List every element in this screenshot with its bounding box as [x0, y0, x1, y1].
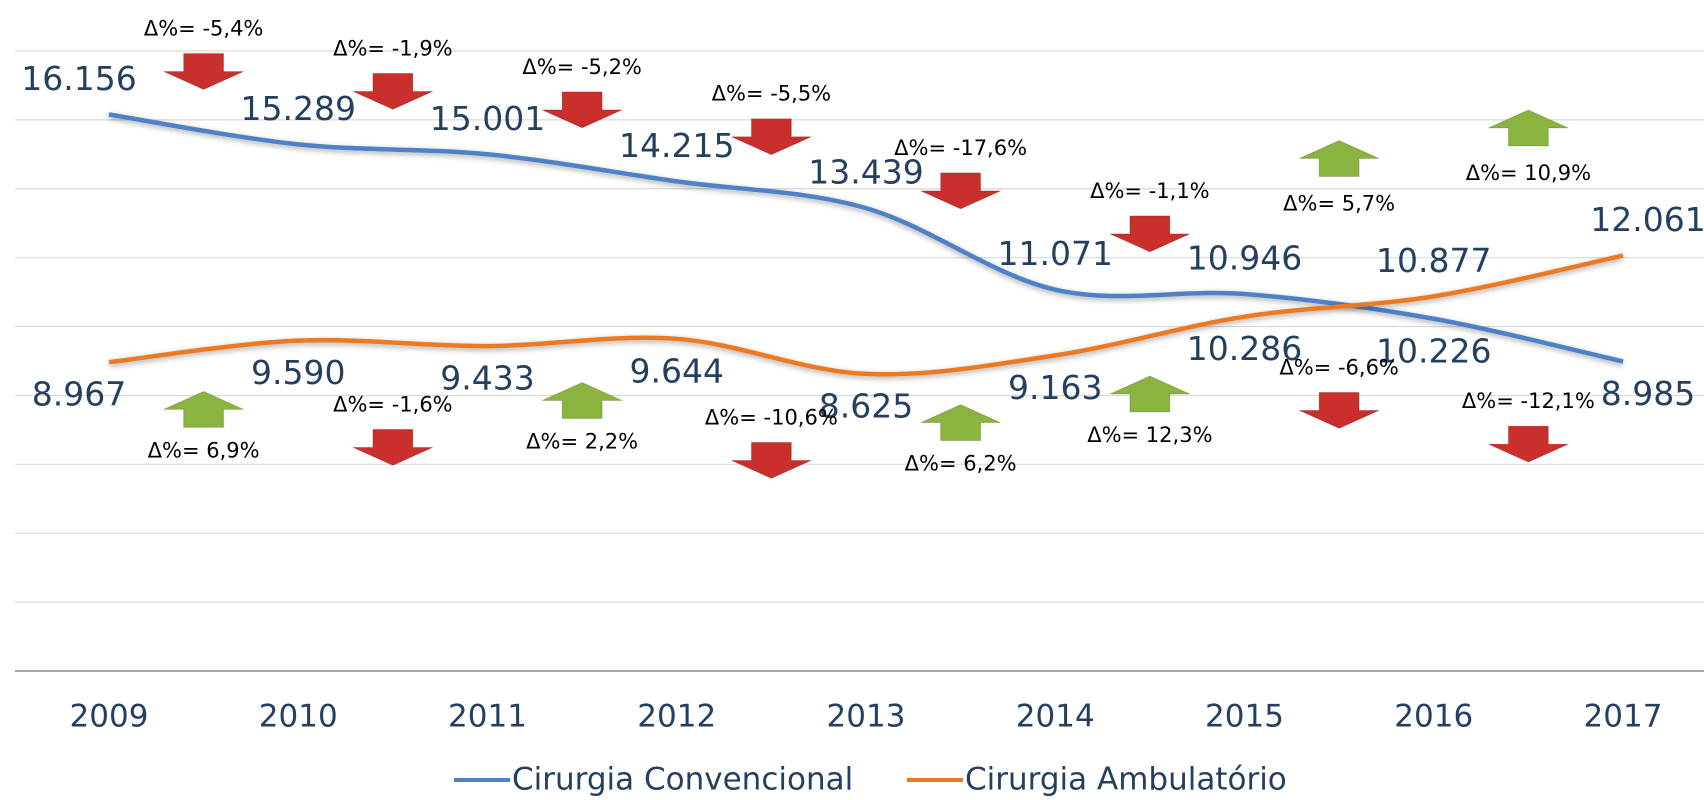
change-label: Δ%= -1,9% [333, 36, 453, 60]
data-label: 9.644 [630, 351, 724, 390]
data-label: 10.286 [1187, 329, 1302, 368]
x-tick-label: 2012 [637, 699, 716, 735]
series-line [108, 253, 1624, 377]
data-label: 9.590 [251, 353, 345, 392]
x-tick-label: 2015 [1205, 699, 1284, 735]
data-label: 9.163 [1008, 368, 1102, 407]
legend-label: Cirurgia Convencional [512, 762, 853, 798]
data-label: 10.877 [1376, 241, 1491, 280]
down-arrow [352, 72, 434, 110]
data-label: 9.433 [440, 359, 534, 398]
down-arrow [1298, 391, 1380, 429]
up-arrow [163, 390, 244, 428]
x-tick-label: 2011 [448, 699, 527, 735]
change-label: Δ%= -6,6% [1279, 355, 1399, 379]
data-label: 12.061 [1590, 200, 1704, 239]
up-arrow [541, 381, 623, 419]
data-label: 8.625 [819, 386, 913, 425]
change-label: Δ%= -5,2% [522, 55, 642, 79]
up-arrow [920, 404, 1001, 442]
down-arrow [1488, 425, 1569, 463]
data-label: 11.071 [998, 234, 1113, 273]
down-arrow [1109, 215, 1191, 253]
data-label: 10.226 [1376, 331, 1491, 370]
x-tick-label: 2010 [259, 699, 338, 735]
down-arrow [731, 118, 812, 156]
x-tick-label: 2014 [1016, 699, 1095, 735]
down-arrow [920, 172, 1001, 210]
data-label: 10.946 [1187, 238, 1302, 277]
change-label: Δ%= -1,6% [333, 392, 453, 416]
data-label: 15.001 [430, 99, 545, 138]
up-arrow [1109, 375, 1191, 413]
data-label: 8.967 [32, 375, 126, 414]
change-label: Δ%= 6,2% [905, 452, 1017, 476]
data-label: 8.985 [1601, 374, 1695, 413]
change-label: Δ%= 2,2% [526, 429, 638, 453]
change-label: Δ%= -17,6% [894, 136, 1027, 160]
change-label: Δ%= -12,1% [1462, 389, 1595, 413]
change-label: Δ%= 10,9% [1466, 161, 1591, 185]
x-tick-label: 2016 [1394, 699, 1473, 735]
change-label: Δ%= -5,4% [144, 16, 264, 40]
data-label: 13.439 [808, 153, 923, 192]
data-label: 15.289 [241, 89, 356, 128]
down-arrow [163, 52, 244, 90]
down-arrow [352, 428, 434, 466]
x-tick-label: 2017 [1584, 699, 1663, 735]
x-tick-label: 2013 [827, 699, 906, 735]
down-arrow [731, 441, 812, 479]
data-label: 16.156 [21, 59, 136, 98]
change-label: Δ%= -10,6% [705, 405, 838, 429]
up-arrow [1298, 139, 1380, 178]
data-label: 14.215 [619, 126, 734, 165]
legend-label: Cirurgia Ambulatório [965, 762, 1287, 798]
change-label: Δ%= -5,5% [712, 82, 832, 106]
change-label: Δ%= -1,1% [1090, 179, 1210, 203]
x-tick-label: 2009 [70, 699, 149, 735]
change-label: Δ%= 6,9% [148, 438, 260, 462]
change-label: Δ%= 5,7% [1283, 192, 1395, 216]
down-arrow [541, 91, 623, 129]
change-label: Δ%= 12,3% [1087, 423, 1212, 447]
series-line [108, 112, 1624, 364]
up-arrow [1488, 109, 1569, 147]
